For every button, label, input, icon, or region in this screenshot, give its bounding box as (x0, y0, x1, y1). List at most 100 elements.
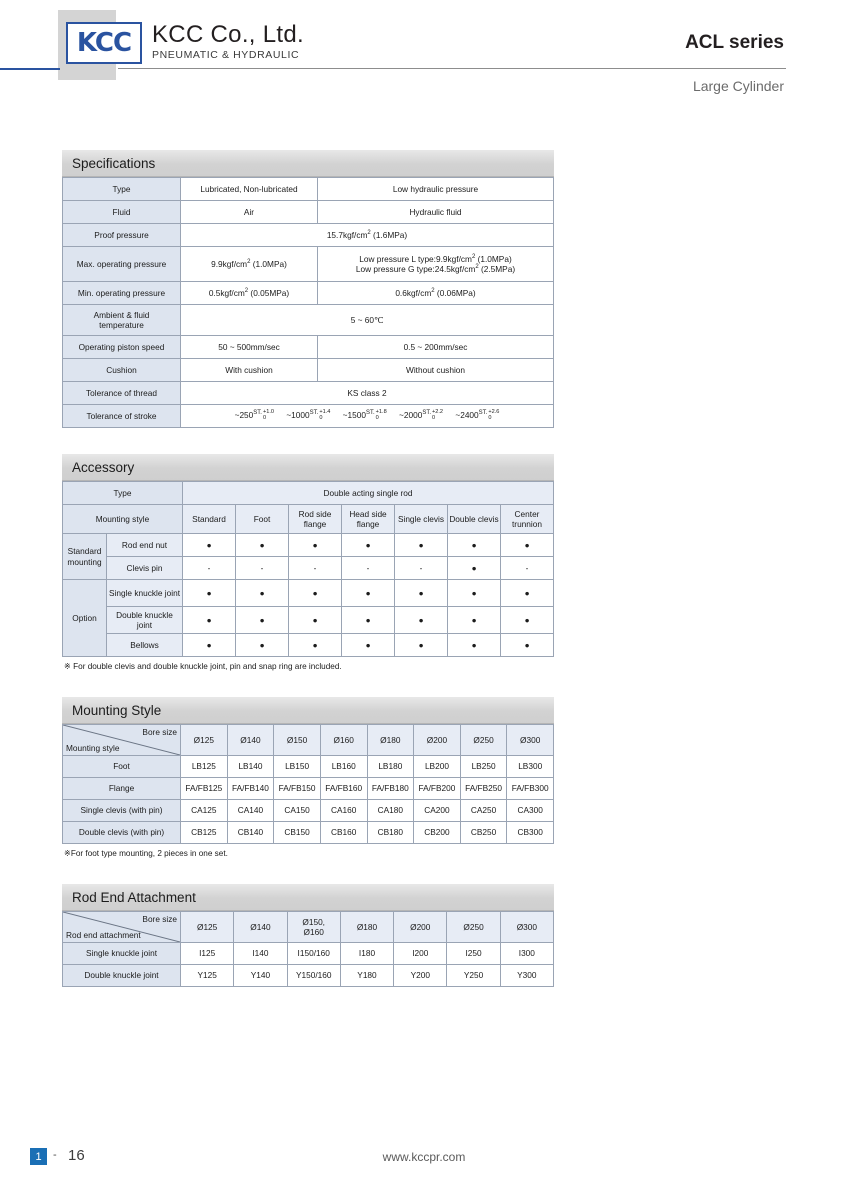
mounting-cell: FA/FB200 (413, 777, 461, 800)
tolerance-lower: 0 (488, 415, 492, 422)
accessory-mounting-style-label: Mounting style (62, 504, 183, 534)
bore-size-header: Ø125 (180, 724, 228, 756)
accessory-type-label: Type (62, 481, 183, 505)
spec-label: Fluid (62, 200, 181, 224)
rod-end-cell: Y125 (179, 964, 235, 987)
accessory-cell: ● (288, 633, 342, 657)
mounting-cell: FA/FB150 (273, 777, 321, 800)
table-row: Max. operating pressure 9.9kgf/cm2 (1.0M… (62, 246, 554, 282)
table-row: Bore size Mounting style Ø125 Ø140 Ø150 … (62, 724, 554, 756)
value-line: Low pressure G type:24.5kgf/cm2 (2.5MPa) (319, 264, 552, 274)
rod-end-cell: I300 (499, 942, 555, 965)
table-row: Fluid Air Hydraulic fluid (62, 200, 554, 224)
tolerance-lower: 0 (319, 415, 323, 422)
corner-bottom-label: Mounting style (66, 742, 120, 753)
document-content: Specifications Type Lubricated, Non-lubr… (62, 150, 555, 987)
accessory-cell: ● (288, 533, 342, 557)
tolerance-range: ~250 (234, 410, 254, 421)
accessory-cell: ● (182, 579, 236, 607)
value-sup: 2 (367, 230, 371, 237)
table-row: Clevis pin - - - - - ● - (63, 556, 554, 580)
table-row: Type Lubricated, Non-lubricated Low hydr… (62, 177, 554, 201)
accessory-column-header: Standard (182, 504, 236, 534)
table-row: Tolerance of thread KS class 2 (62, 381, 554, 405)
accessory-cell: ● (235, 606, 289, 634)
value-sup: 2 (471, 253, 476, 260)
tolerance-lower: 0 (262, 415, 267, 422)
mounting-cell: CA150 (273, 799, 321, 822)
table-row: Ambient & fluid temperature 5 ~ 60℃ (62, 304, 554, 336)
accessory-cell: ● (182, 606, 236, 634)
accessory-cell: ● (341, 606, 395, 634)
bore-size-header: Ø250 (446, 911, 501, 943)
rod-end-row-label: Single knuckle joint (62, 942, 181, 965)
value-tail: (1.0MPa) (475, 253, 512, 264)
mounting-cell: CA160 (319, 799, 368, 822)
diagonal-divider-icon (63, 912, 180, 942)
value-sup: 2 (431, 288, 435, 295)
rod-end-cell: I250 (446, 942, 501, 965)
page-dash: - (53, 1149, 57, 1161)
company-block: KCC Co., Ltd. PNEUMATIC & HYDRAULIC (152, 22, 304, 61)
accessory-cell: ● (447, 579, 501, 607)
spec-value-span: KS class 2 (180, 381, 554, 405)
bore-size-header: Ø180 (366, 724, 415, 756)
section-mounting-style: Mounting Style Bore size Mounting style … (62, 697, 554, 858)
tolerance-fraction: +1.4 0 (319, 410, 330, 421)
accessory-cell: - (288, 556, 342, 580)
accessory-cell: ● (500, 579, 554, 607)
company-tagline: PNEUMATIC & HYDRAULIC (152, 49, 300, 62)
table-row: Min. operating pressure 0.5kgf/cm2 (0.05… (62, 281, 554, 305)
table-row: Option Single knuckle joint ● ● ● ● ● ● … (62, 579, 554, 657)
tolerance-sup: ST. (365, 410, 375, 417)
spec-value-air: Lubricated, Non-lubricated (180, 177, 318, 201)
tolerance-upper: +1.4 (319, 409, 331, 416)
table-row: Proof pressure 15.7kgf/cm2 (1.6MPa) (62, 223, 554, 247)
spacer (62, 671, 554, 697)
accessory-cell: - (341, 556, 395, 580)
tolerance-sup: ST. (478, 410, 488, 417)
mounting-cell: CB160 (319, 821, 368, 844)
page-footer: 1 - 16 www.kccpr.com (0, 1147, 848, 1172)
spec-value-hydraulic: Low pressure L type:9.9kgf/cm2 (1.0MPa) … (317, 246, 554, 282)
accessory-column-header: Double clevis (447, 504, 501, 534)
table-row: Cushion With cushion Without cushion (62, 358, 554, 382)
mounting-style-corner-cell: Bore size Mounting style (62, 724, 181, 756)
table-row: Bellows ● ● ● ● ● ● ● (63, 633, 554, 657)
mounting-cell: FA/FB250 (459, 777, 508, 800)
spec-label: Cushion (62, 358, 181, 382)
accessory-cell: ● (394, 533, 448, 557)
spec-value-air: 50 ~ 500mm/sec (180, 335, 318, 359)
accessory-cell: ● (394, 606, 448, 634)
rod-end-cell: I180 (339, 942, 395, 965)
bore-size-header: Ø200 (393, 911, 448, 943)
accessory-cell: ● (182, 533, 236, 557)
tolerance-item: ~1000ST. +1.4 0 (286, 410, 330, 422)
tolerance-fraction: +1.8 0 (376, 410, 387, 421)
page-header: KCC KCC Co., Ltd. PNEUMATIC & HYDRAULIC … (0, 0, 848, 110)
corner-top-label: Bore size (142, 727, 177, 737)
accessory-row-label: Clevis pin (106, 556, 183, 580)
accessory-row-label: Double knuckle joint (106, 606, 183, 634)
mounting-cell: CA200 (413, 799, 461, 822)
mounting-cell: CA125 (180, 799, 228, 822)
tolerance-fraction: +2.6 0 (488, 410, 499, 421)
value-base: 15.7kgf/cm (326, 229, 368, 240)
table-row: Double knuckle joint Y125 Y140 Y150/160 … (62, 964, 555, 987)
label-line: temperature (99, 320, 144, 330)
mounting-row-label: Double clevis (with pin) (62, 821, 181, 844)
spec-value-air: Air (180, 200, 318, 224)
spec-value-hydraulic: 0.5 ~ 200mm/sec (317, 335, 554, 359)
tolerance-lower: 0 (432, 415, 436, 422)
logo-text: KCC (76, 28, 132, 58)
mounting-cell: LB150 (273, 755, 321, 778)
series-subtitle: Large Cylinder (692, 78, 784, 94)
spec-label: Tolerance of thread (62, 381, 181, 405)
rod-end-cell: Y140 (233, 964, 288, 987)
spec-value-air: 0.5kgf/cm2 (0.05MPa) (180, 281, 318, 305)
mounting-cell: FA/FB300 (506, 777, 554, 800)
tolerance-item: ~1500ST. +1.8 0 (343, 410, 387, 422)
bore-size-header: Ø150 (273, 724, 321, 756)
accessory-column-header: Foot (235, 504, 289, 534)
accessory-table: Type Double acting single rod Mounting s… (62, 481, 554, 657)
